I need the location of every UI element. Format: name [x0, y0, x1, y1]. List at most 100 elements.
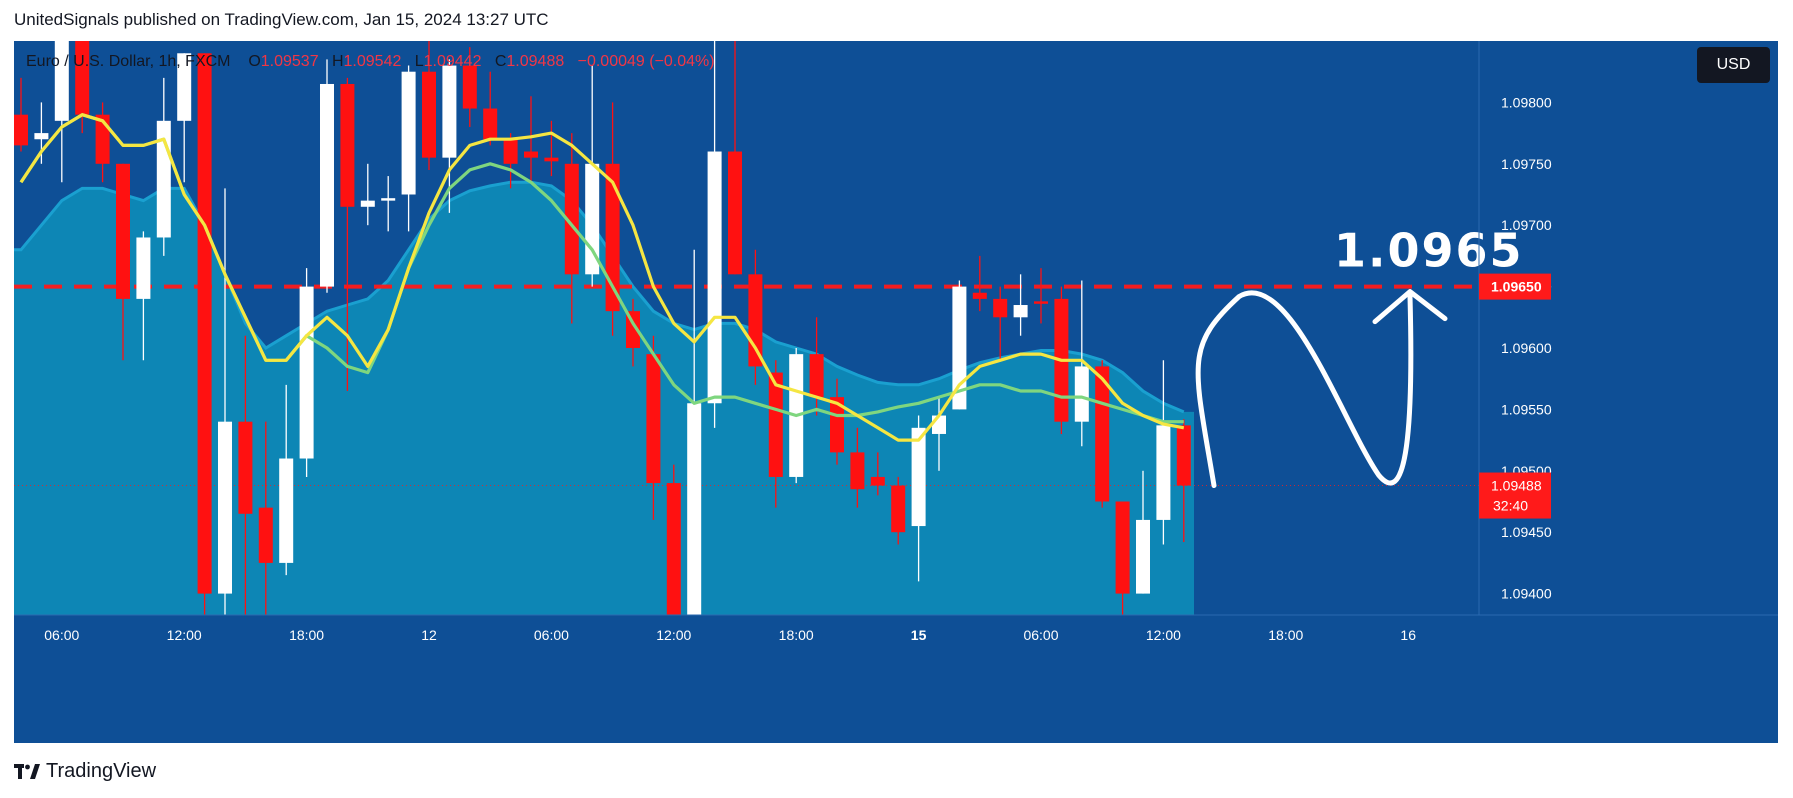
price-axis[interactable]: 1.09800 1.09750 1.09700 1.09650 1.09600 1.095… [1478, 41, 1552, 743]
candle-body [462, 65, 477, 109]
publisher-header: UnitedSignals published on TradingView.c… [14, 10, 549, 29]
candle-body [1115, 501, 1130, 594]
candle-body [830, 397, 844, 453]
time-tick-label: 06:00 [44, 627, 79, 643]
candle-body [605, 163, 620, 312]
price-tick-label: 1.09750 [1501, 156, 1552, 172]
close-label: C [494, 53, 507, 70]
high-label: H [331, 53, 344, 70]
forecast-target-label: 1.0965 [1334, 224, 1524, 278]
time-tick-label: 06:00 [1023, 627, 1058, 643]
time-tick-label: 12 [421, 627, 437, 643]
candle-body [524, 151, 538, 158]
price-chart[interactable]: 1.0965 1.09800 1.09750 1.09700 1.09650 1.096… [14, 41, 1778, 743]
candle-body [136, 237, 151, 299]
current-price-tag-text: 1.09488 [1491, 478, 1542, 494]
candle-body [360, 200, 375, 207]
level-price-tag-text: 1.09650 [1491, 279, 1542, 295]
candle-body [442, 65, 457, 158]
candle-body [707, 151, 722, 404]
tradingview-logo[interactable]: TradingView [14, 760, 156, 783]
time-tick-label: 12:00 [167, 627, 202, 643]
candle-body [340, 83, 355, 207]
candle-body [75, 41, 90, 115]
candle-body [687, 403, 702, 619]
tradingview-logo-icon [14, 763, 40, 779]
candle-body [1095, 366, 1110, 502]
candle-body [564, 163, 579, 275]
price-tick-label: 1.09550 [1501, 401, 1552, 417]
candle-body [299, 286, 314, 459]
ohlc-legend: Euro / U.S. Dollar, 1h, FXCM O1.09537 H1… [26, 53, 715, 71]
price-tick-label: 1.09800 [1501, 94, 1552, 110]
candle-body [1176, 425, 1191, 486]
time-tick-label: 16 [1400, 627, 1416, 643]
low-label: L [414, 53, 424, 70]
time-tick-label: 18:00 [1268, 627, 1303, 643]
candle-body [972, 292, 987, 299]
level-price-tag [1479, 273, 1551, 300]
candle-body [748, 274, 763, 367]
candle-body [952, 286, 967, 410]
candles-group [14, 41, 1191, 655]
candle-body [503, 139, 518, 164]
candle-body [218, 421, 232, 594]
open-value: 1.09537 [260, 53, 319, 70]
price-tick-label: 1.09400 [1501, 586, 1552, 602]
change-value: −0.00049 (−0.04%) [577, 53, 715, 70]
candle-body [14, 114, 28, 146]
candle-body [932, 415, 946, 434]
time-tick-label: 06:00 [534, 627, 569, 643]
candle-body [768, 372, 783, 477]
candle-body [320, 83, 334, 287]
ema-fast-line [19, 113, 1185, 442]
forecast-drawing: 1.0965 [1195, 224, 1524, 489]
candle-body [544, 157, 559, 162]
time-axis[interactable]: 06:00 12:00 18:00 12 06:00 12:00 18:00 15 06:00 1… [14, 614, 1778, 743]
ema-group [19, 113, 1185, 442]
candle-body [116, 163, 130, 299]
candle-body [54, 41, 69, 121]
symbol-label[interactable]: Euro / U.S. Dollar, 1h, FXCM [26, 53, 231, 70]
candle-body [197, 53, 212, 594]
price-tick-label: 1.09600 [1501, 340, 1552, 356]
low-value: 1.09442 [423, 53, 482, 70]
candle-body [911, 427, 926, 527]
tradingview-logo-text: TradingView [46, 760, 157, 782]
close-value: 1.09488 [506, 53, 565, 70]
candle-body [728, 151, 742, 275]
price-tick-label: 1.09450 [1501, 524, 1552, 540]
candle-body [238, 421, 253, 514]
candle-body [1074, 366, 1089, 422]
candle-body [993, 298, 1008, 318]
candle-body [422, 71, 436, 158]
open-label: O [248, 53, 261, 70]
candle-body [666, 483, 681, 619]
forecast-curve [1195, 290, 1414, 489]
candle-body [850, 452, 865, 490]
candle-body [34, 133, 49, 140]
forecast-arrowhead [1372, 289, 1448, 325]
countdown-text: 32:40 [1493, 498, 1528, 514]
price-tick-label: 1.09700 [1501, 217, 1552, 233]
candle-body [1013, 305, 1028, 318]
candle-body [1034, 301, 1048, 304]
candle-body [177, 53, 192, 121]
candle-body [483, 108, 498, 140]
time-tick-label: 18:00 [289, 627, 324, 643]
candle-body [891, 485, 906, 533]
candle-body [809, 354, 824, 398]
chart-frame[interactable]: 1.0965 1.09800 1.09750 1.09700 1.09650 1.096… [14, 41, 1778, 743]
currency-button[interactable]: USD [1697, 47, 1770, 83]
time-tick-label: 12:00 [656, 627, 691, 643]
candle-body [258, 507, 273, 563]
time-tick-label: 15 [911, 627, 927, 643]
level-line-group [14, 284, 1479, 487]
candle-body [381, 198, 396, 201]
time-tick-label: 18:00 [779, 627, 814, 643]
time-tick-label: 12:00 [1146, 627, 1181, 643]
candle-body [870, 476, 885, 486]
candle-body [401, 71, 416, 195]
high-value: 1.09542 [343, 53, 402, 70]
candle-body [279, 458, 294, 563]
